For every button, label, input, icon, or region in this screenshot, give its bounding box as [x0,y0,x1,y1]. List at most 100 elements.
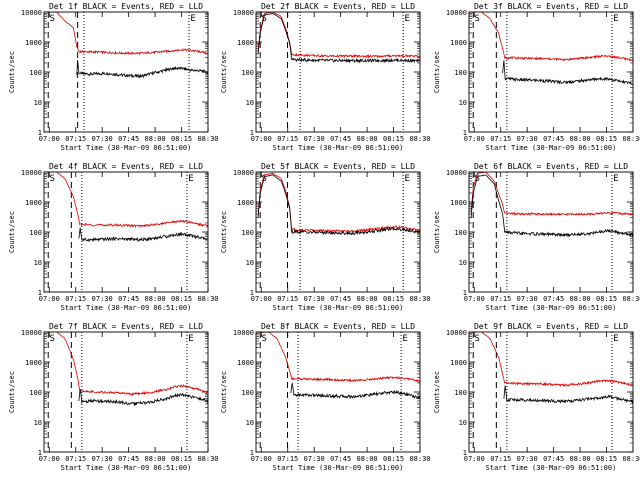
x-tick-label: 08:15 [171,455,192,463]
y-tick-label: 1000 [25,359,42,367]
interval-marker-label: E [404,174,409,184]
x-tick-label: 08:00 [145,295,166,303]
x-tick-label: 07:30 [304,295,325,303]
y-tick-label: 1 [38,129,42,137]
x-tick-label: 08:30 [409,135,430,143]
plot-frame [255,331,421,453]
x-tick-label: 08:30 [197,295,218,303]
x-tick-label: 07:15 [65,455,86,463]
chart-title: Det 8f BLACK = Events, RED = LLD [261,322,415,331]
y-tick-label: 10000 [21,169,42,177]
plot-frame [43,171,209,293]
chart-title: Det 4f BLACK = Events, RED = LLD [49,162,203,171]
y-tick-label: 1000 [25,39,42,47]
chart-title: Det 1f BLACK = Events, RED = LLD [49,2,203,11]
plot-frame [255,171,421,293]
y-tick-label: 1 [38,289,42,297]
x-tick-label: 07:30 [92,135,113,143]
y-tick-label: 100 [241,229,254,237]
x-tick-label: 08:30 [622,135,640,143]
events-series-line [257,174,420,236]
y-tick-label: 10000 [21,9,42,17]
x-tick-label: 08:30 [409,295,430,303]
detector-panel-3: Det 3f BLACK = Events, RED = LLD Counts/s… [433,2,640,152]
x-tick-label: 07:30 [517,135,538,143]
x-tick-label: 07:45 [543,455,564,463]
x-tick-label: 07:15 [490,455,511,463]
x-tick-label: 08:15 [383,455,404,463]
events-series-line [76,59,208,79]
y-tick-label: 1 [463,449,467,457]
detector-panel-4: Det 4f BLACK = Events, RED = LLD Counts/s… [8,162,219,312]
y-tick-label: 10 [34,99,42,107]
detector-panel-7: Det 7f BLACK = Events, RED = LLD Counts/s… [8,322,219,472]
y-tick-label: 100 [29,69,42,77]
y-tick-label: 10000 [233,9,254,17]
x-tick-label: 07:00 [464,135,485,143]
y-axis-label: Counts/sec [8,371,16,413]
y-tick-label: 100 [241,69,254,77]
x-tick-label: 07:30 [92,455,113,463]
y-tick-label: 100 [241,389,254,397]
events-series-line [502,60,633,85]
x-tick-label: 08:00 [570,135,591,143]
y-axis-label: Counts/sec [433,211,441,253]
chart-title: Det 7f BLACK = Events, RED = LLD [49,322,203,331]
x-axis-label: Start Time (30-Mar-09 06:51:00) [486,144,617,152]
y-tick-label: 100 [454,69,467,77]
y-tick-label: 100 [29,229,42,237]
x-axis-label: Start Time (30-Mar-09 06:51:00) [486,464,617,472]
y-tick-label: 1000 [450,199,467,207]
x-tick-label: 07:30 [517,455,538,463]
y-tick-label: 100 [29,389,42,397]
x-tick-label: 07:45 [543,135,564,143]
x-axis-label: Start Time (30-Mar-09 06:51:00) [273,464,404,472]
plot-frame [468,11,634,133]
x-tick-label: 07:30 [304,135,325,143]
x-tick-label: 07:15 [65,135,86,143]
events-series-line [290,382,420,400]
chart-title: Det 5f BLACK = Events, RED = LLD [261,162,415,171]
x-tick-label: 08:30 [622,455,640,463]
y-tick-label: 1000 [25,199,42,207]
events-series-line [470,174,633,238]
chart-title: Det 3f BLACK = Events, RED = LLD [474,2,628,11]
x-tick-label: 07:00 [39,295,60,303]
x-tick-label: 08:00 [145,455,166,463]
x-tick-label: 07:45 [543,295,564,303]
y-axis-label: Counts/sec [220,51,228,93]
x-tick-label: 07:30 [92,295,113,303]
y-tick-label: 1 [463,289,467,297]
y-tick-label: 1000 [450,359,467,367]
y-tick-label: 1 [38,449,42,457]
x-tick-label: 07:00 [39,455,60,463]
interval-marker-label: E [613,14,618,24]
x-tick-label: 08:15 [383,135,404,143]
y-axis-label: Counts/sec [8,51,16,93]
x-tick-label: 08:30 [622,295,640,303]
lld-series-line [44,332,208,397]
y-axis-label: Counts/sec [220,211,228,253]
x-tick-label: 07:00 [251,135,272,143]
y-axis-label: Counts/sec [433,51,441,93]
y-axis-label: Counts/sec [8,211,16,253]
x-tick-label: 07:45 [118,295,139,303]
plot-frame [43,11,209,133]
interval-marker-label: E [404,14,409,24]
lld-series-line [470,172,633,217]
plot-frame [43,331,209,453]
x-tick-label: 07:15 [65,295,86,303]
y-tick-label: 100 [454,389,467,397]
plot-frame [468,171,634,293]
x-axis-label: Start Time (30-Mar-09 06:51:00) [61,304,192,312]
y-tick-label: 10 [459,99,467,107]
x-axis-label: Start Time (30-Mar-09 06:51:00) [273,144,404,152]
interval-marker-label: S [474,334,479,344]
x-tick-label: 08:30 [197,135,218,143]
y-tick-label: 1 [250,289,254,297]
y-tick-label: 10000 [233,169,254,177]
y-tick-label: 1000 [237,39,254,47]
y-tick-label: 1000 [237,359,254,367]
lld-series-line [257,12,420,59]
lld-series-line [44,12,208,56]
